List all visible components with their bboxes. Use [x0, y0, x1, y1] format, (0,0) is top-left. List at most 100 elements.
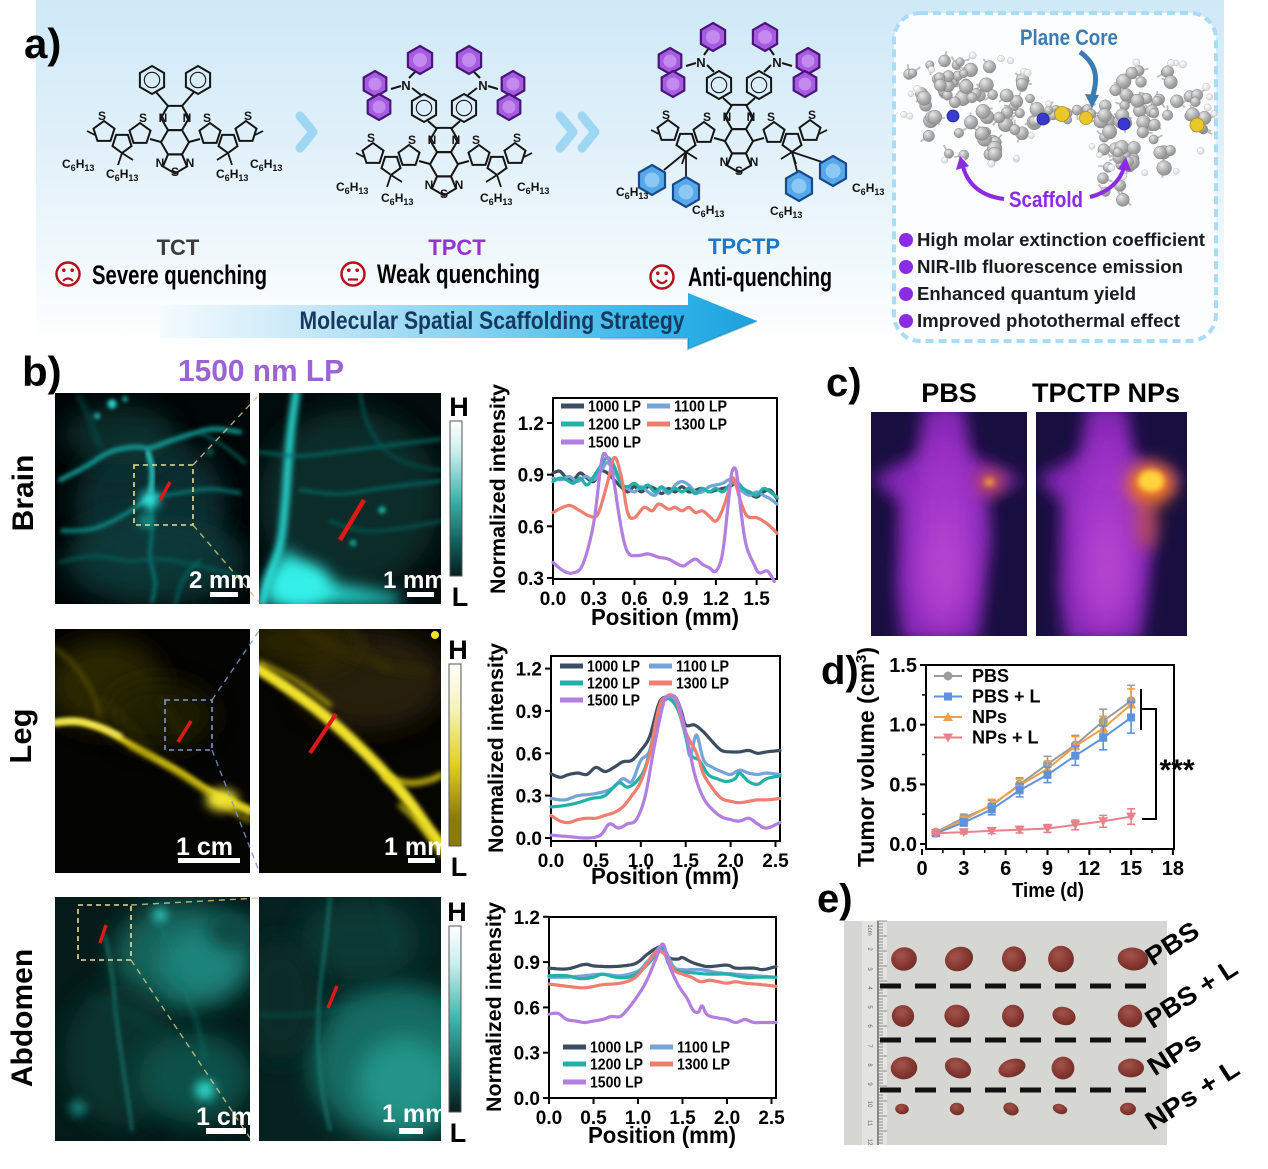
svg-text:1200 LP: 1200 LP — [587, 676, 640, 693]
svg-text:0.0: 0.0 — [889, 834, 917, 856]
svg-text:S: S — [808, 108, 816, 122]
svg-text:Improved photothermal effect: Improved photothermal effect — [917, 311, 1180, 331]
svg-text:S: S — [98, 109, 106, 123]
svg-text:***: *** — [1159, 754, 1194, 787]
svg-text:12: 12 — [1078, 858, 1100, 880]
svg-text:0.0: 0.0 — [538, 851, 564, 872]
svg-text:Scaffold: Scaffold — [1009, 187, 1083, 212]
svg-text:0.5: 0.5 — [889, 774, 917, 796]
svg-text:6: 6 — [1000, 858, 1011, 880]
svg-text:b): b) — [22, 348, 62, 395]
svg-text:Weak quenching: Weak quenching — [377, 259, 540, 289]
svg-text:Normalized intensity: Normalized intensity — [483, 902, 506, 1112]
svg-text:N: N — [452, 133, 461, 147]
svg-text:N: N — [747, 110, 756, 124]
svg-text:0.3: 0.3 — [518, 569, 544, 590]
svg-text:S: S — [513, 131, 521, 145]
svg-text:1200 LP: 1200 LP — [590, 1057, 643, 1074]
svg-text:0.3: 0.3 — [516, 787, 542, 808]
svg-text:18: 18 — [1162, 858, 1184, 880]
svg-text:PBS: PBS — [921, 378, 977, 408]
svg-text:N: N — [425, 178, 434, 192]
svg-text:NPs: NPs — [972, 707, 1007, 727]
svg-text:N: N — [156, 156, 165, 170]
svg-text:3: 3 — [958, 858, 969, 880]
svg-text:1.5: 1.5 — [743, 589, 770, 610]
svg-text:N: N — [723, 110, 732, 124]
svg-text:1.5: 1.5 — [889, 655, 917, 677]
svg-text:N: N — [455, 178, 464, 192]
svg-text:Enhanced quantum yield: Enhanced quantum yield — [917, 284, 1136, 304]
svg-text:H: H — [448, 635, 468, 665]
svg-text:S: S — [703, 110, 711, 124]
svg-text:1000 LP: 1000 LP — [587, 659, 640, 676]
svg-text:N: N — [159, 111, 168, 125]
svg-text:1100 LP: 1100 LP — [676, 659, 729, 676]
svg-text:1.2: 1.2 — [518, 414, 544, 435]
svg-text:12: 12 — [866, 1139, 872, 1146]
svg-text:1500 LP: 1500 LP — [590, 1075, 643, 1092]
svg-text:N: N — [428, 133, 437, 147]
svg-text:Severe quenching: Severe quenching — [92, 260, 267, 290]
svg-text:NIR-IIb fluorescence emission: NIR-IIb fluorescence emission — [917, 257, 1183, 277]
svg-text:Position (mm): Position (mm) — [588, 1122, 736, 1148]
svg-text:Molecular Spatial Scaffolding: Molecular Spatial Scaffolding Strategy — [300, 307, 685, 335]
svg-text:1500 LP: 1500 LP — [587, 693, 640, 710]
svg-text:9: 9 — [1042, 858, 1053, 880]
svg-text:1.0: 1.0 — [889, 715, 917, 737]
svg-text:0.0: 0.0 — [536, 1108, 562, 1129]
svg-text:L: L — [451, 852, 468, 882]
svg-text:Plane Core: Plane Core — [1020, 25, 1118, 50]
svg-text:Normalized intensity: Normalized intensity — [485, 643, 508, 853]
svg-text:0.9: 0.9 — [518, 466, 544, 487]
svg-text:1 mm: 1 mm — [382, 1100, 447, 1128]
svg-text:Position (mm): Position (mm) — [591, 863, 739, 889]
svg-text:High molar extinction coeffici: High molar extinction coefficient — [917, 230, 1205, 250]
svg-text:a): a) — [24, 20, 61, 67]
svg-text:1 mm: 1 mm — [383, 567, 446, 594]
svg-text:S: S — [139, 111, 147, 125]
svg-text:N: N — [401, 78, 410, 93]
svg-text:Anti-quenching: Anti-quenching — [688, 262, 832, 292]
svg-text:S: S — [440, 187, 448, 201]
svg-text:1500 LP: 1500 LP — [588, 435, 641, 452]
svg-text:Time (d): Time (d) — [1012, 880, 1084, 902]
svg-text:1100 LP: 1100 LP — [674, 399, 727, 416]
svg-text:Tumor volume (cm3): Tumor volume (cm3) — [853, 647, 879, 867]
svg-text:1 cm: 1 cm — [196, 1103, 253, 1131]
svg-text:0.6: 0.6 — [516, 744, 542, 765]
svg-text:1500 nm LP: 1500 nm LP — [178, 353, 344, 388]
svg-text:TPCTP NPs: TPCTP NPs — [1032, 378, 1180, 408]
svg-text:1.2: 1.2 — [514, 908, 540, 929]
svg-text:L: L — [450, 1118, 467, 1148]
svg-text:10: 10 — [866, 1101, 872, 1108]
svg-text:2 mm: 2 mm — [189, 567, 252, 594]
svg-text:TCT: TCT — [157, 235, 200, 260]
svg-text:L: L — [452, 582, 469, 612]
svg-text:1100 LP: 1100 LP — [677, 1040, 730, 1057]
svg-text:S: S — [408, 133, 416, 147]
svg-text:c): c) — [826, 361, 862, 405]
svg-text:N: N — [720, 155, 729, 169]
svg-text:S: S — [244, 109, 252, 123]
svg-text:NPs + L: NPs + L — [972, 728, 1039, 748]
svg-text:Position (mm): Position (mm) — [591, 604, 739, 630]
svg-text:1 mm: 1 mm — [384, 833, 449, 861]
svg-text:Abdomen: Abdomen — [6, 949, 39, 1087]
svg-text:1000 LP: 1000 LP — [590, 1040, 643, 1057]
svg-text:S: S — [735, 164, 743, 178]
svg-text:e): e) — [817, 877, 853, 921]
svg-text:PBS + L: PBS + L — [972, 687, 1041, 707]
svg-text:0.3: 0.3 — [514, 1044, 540, 1065]
svg-text:S: S — [662, 108, 670, 122]
svg-text:15: 15 — [1120, 858, 1142, 880]
svg-text:N: N — [186, 156, 195, 170]
svg-text:S: S — [203, 111, 211, 125]
svg-text:TPCTP: TPCTP — [708, 234, 780, 259]
svg-text:2.5: 2.5 — [758, 1108, 785, 1129]
svg-text:1000 LP: 1000 LP — [588, 399, 641, 416]
svg-text:H: H — [449, 392, 469, 422]
svg-text:S: S — [367, 131, 375, 145]
svg-text:0.0: 0.0 — [516, 829, 542, 850]
svg-text:2.5: 2.5 — [762, 851, 789, 872]
